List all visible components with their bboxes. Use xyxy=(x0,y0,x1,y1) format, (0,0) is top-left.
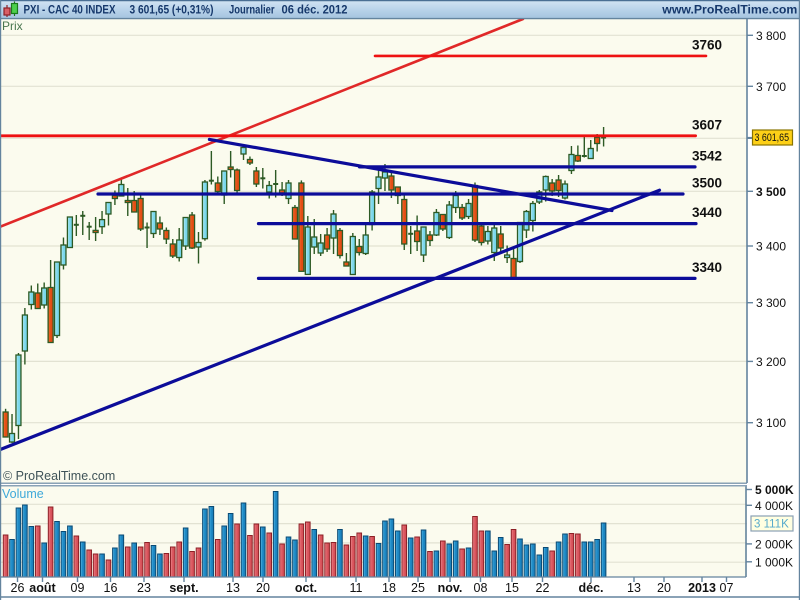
svg-text:3 601,65: 3 601,65 xyxy=(755,132,790,144)
svg-text:1 000K: 1 000K xyxy=(755,555,793,569)
svg-text:Journalier: Journalier xyxy=(229,5,275,17)
svg-text:16: 16 xyxy=(104,581,118,595)
svg-text:3 400: 3 400 xyxy=(756,240,786,254)
svg-text:3 601,65 (+0,31%): 3 601,65 (+0,31%) xyxy=(130,5,214,17)
svg-text:3 500: 3 500 xyxy=(756,185,786,199)
svg-text:3 100: 3 100 xyxy=(756,416,786,430)
svg-text:09: 09 xyxy=(71,581,85,595)
svg-text:18: 18 xyxy=(382,581,396,595)
svg-text:22: 22 xyxy=(536,581,550,595)
svg-text:3 111K: 3 111K xyxy=(754,519,789,531)
svg-text:Prix: Prix xyxy=(2,19,23,33)
svg-text:3760: 3760 xyxy=(692,37,722,52)
svg-text:13: 13 xyxy=(226,581,240,595)
svg-text:06 déc. 2012: 06 déc. 2012 xyxy=(282,5,348,17)
svg-text:26: 26 xyxy=(11,581,25,595)
svg-text:25: 25 xyxy=(411,581,425,595)
svg-text:2 000K: 2 000K xyxy=(755,537,793,551)
svg-text:3 200: 3 200 xyxy=(756,355,786,369)
svg-text:5 000K: 5 000K xyxy=(755,483,794,497)
svg-text:23: 23 xyxy=(137,581,151,595)
svg-text:15: 15 xyxy=(505,581,519,595)
svg-text:sept.: sept. xyxy=(169,581,198,595)
svg-text:oct.: oct. xyxy=(295,581,317,595)
svg-text:13: 13 xyxy=(627,581,641,595)
svg-text:août: août xyxy=(29,581,56,595)
svg-text:3340: 3340 xyxy=(692,260,722,275)
svg-text:3440: 3440 xyxy=(692,205,722,220)
svg-text:07: 07 xyxy=(720,581,734,595)
svg-text:3 700: 3 700 xyxy=(756,80,786,94)
svg-text:nov.: nov. xyxy=(438,581,463,595)
svg-text:3 300: 3 300 xyxy=(756,296,786,310)
svg-text:4 000K: 4 000K xyxy=(755,499,793,513)
svg-text:3500: 3500 xyxy=(692,176,722,191)
svg-text:© ProRealTime.com: © ProRealTime.com xyxy=(3,469,115,483)
svg-text:20: 20 xyxy=(256,581,270,595)
svg-text:Volume: Volume xyxy=(2,487,44,501)
svg-text:11: 11 xyxy=(350,581,363,595)
svg-text:déc.: déc. xyxy=(578,581,603,595)
svg-text:PXI - CAC 40 INDEX: PXI - CAC 40 INDEX xyxy=(24,5,116,17)
svg-text:3542: 3542 xyxy=(692,148,722,163)
svg-text:3607: 3607 xyxy=(692,117,722,132)
svg-text:2013: 2013 xyxy=(688,581,716,595)
svg-text:3 800: 3 800 xyxy=(756,29,786,43)
svg-text:20: 20 xyxy=(657,581,671,595)
svg-text:08: 08 xyxy=(474,581,488,595)
svg-text:www.ProRealTime.com: www.ProRealTime.com xyxy=(661,5,797,17)
